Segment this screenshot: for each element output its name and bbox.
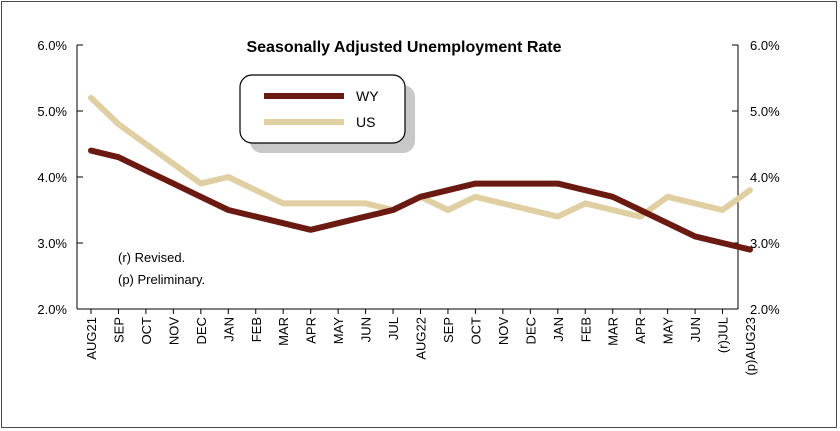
x-tick-label: JAN — [551, 317, 566, 342]
data-point-us — [667, 196, 669, 198]
data-point-wy — [145, 169, 147, 171]
x-tick-label: OCT — [139, 317, 154, 345]
x-tick-label: JUL — [386, 317, 401, 340]
data-point-us — [310, 202, 312, 204]
data-point-us — [639, 216, 641, 218]
data-point-us — [282, 202, 284, 204]
data-point-us — [694, 202, 696, 204]
data-point-wy — [337, 222, 339, 224]
x-tick-label: JUN — [688, 317, 703, 342]
data-point-us — [474, 196, 476, 198]
data-point-us — [145, 143, 147, 145]
data-point-us — [502, 202, 504, 204]
data-point-wy — [282, 222, 284, 224]
note-preliminary: (p) Preliminary. — [118, 272, 205, 287]
data-point-us — [172, 163, 174, 165]
legend-box — [239, 74, 406, 144]
data-point-wy — [667, 222, 669, 224]
y-tick-label-right: 6.0% — [750, 38, 780, 53]
legend-label-wy: WY — [356, 88, 379, 104]
x-tick-label: APR — [633, 317, 648, 344]
data-point-us — [90, 97, 92, 99]
data-point-us — [365, 202, 367, 204]
data-point-us — [337, 202, 339, 204]
x-tick-label: SEP — [111, 317, 126, 343]
x-tick-label: FEB — [578, 317, 593, 342]
data-point-wy — [557, 183, 559, 185]
legend: WY US — [239, 74, 415, 153]
x-tick-label: AUG21 — [84, 317, 99, 360]
data-point-wy — [694, 235, 696, 237]
data-point-wy — [502, 183, 504, 185]
data-point-wy — [90, 150, 92, 152]
axes: 2.0% 2.0% 3.0% 3.0% 4.0% 4.0% 5.0% 5.0% 6.0% 6.0%… — [37, 38, 780, 376]
y-tick-label-right: 3.0% — [750, 236, 780, 251]
x-tick-label: (r)JUL — [716, 317, 731, 353]
series-lines — [88, 94, 753, 253]
x-tick-label: APR — [304, 317, 319, 344]
data-point-wy — [722, 242, 724, 244]
data-point-wy — [529, 183, 531, 185]
y-tick-label-right: 4.0% — [750, 170, 780, 185]
data-point-us — [722, 209, 724, 211]
x-tick-label: FEB — [249, 317, 264, 342]
data-point-us — [584, 202, 586, 204]
y-tick-label-left: 6.0% — [37, 38, 67, 53]
note-revised: (r) Revised. — [118, 250, 185, 265]
series-line-wy — [88, 147, 753, 253]
x-tick-label: (p)AUG23 — [743, 317, 758, 376]
x-tick-label: MAY — [661, 317, 676, 345]
data-point-wy — [172, 183, 174, 185]
data-point-wy — [392, 209, 394, 211]
data-point-us — [255, 189, 257, 191]
data-point-wy — [200, 196, 202, 198]
data-point-wy — [365, 216, 367, 218]
x-tick-label: NOV — [496, 317, 511, 346]
x-tick-label: MAR — [606, 317, 621, 346]
x-tick-label: OCT — [468, 317, 483, 345]
x-tick-label: JAN — [221, 317, 236, 342]
data-point-wy — [639, 209, 641, 211]
data-point-wy — [117, 156, 119, 158]
y-tick-label-right: 5.0% — [750, 104, 780, 119]
y-tick-label-left: 5.0% — [37, 104, 67, 119]
legend-label-us: US — [356, 114, 375, 130]
y-tick-label-left: 2.0% — [37, 302, 67, 317]
y-tick-label-left: 4.0% — [37, 170, 67, 185]
data-point-us — [529, 209, 531, 211]
y-tick-label-left: 3.0% — [37, 236, 67, 251]
data-point-us — [557, 216, 559, 218]
x-tick-label: JUN — [359, 317, 374, 342]
data-point-us — [447, 209, 449, 211]
data-point-wy — [255, 216, 257, 218]
data-point-us — [117, 123, 119, 125]
x-tick-label: NOV — [166, 317, 181, 346]
data-point-wy — [612, 196, 614, 198]
data-point-wy — [447, 189, 449, 191]
x-tick-label: DEC — [523, 317, 538, 344]
x-tick-label: DEC — [194, 317, 209, 344]
x-tick-label: MAR — [276, 317, 291, 346]
x-tick-label: SEP — [441, 317, 456, 343]
data-point-us — [200, 183, 202, 185]
data-point-wy — [227, 209, 229, 211]
data-point-wy — [584, 189, 586, 191]
y-tick-label-right: 2.0% — [750, 302, 780, 317]
data-point-wy — [474, 183, 476, 185]
data-point-us — [749, 189, 751, 191]
data-point-us — [227, 176, 229, 178]
data-point-wy — [749, 249, 751, 251]
x-tick-label: AUG22 — [414, 317, 429, 360]
data-point-wy — [310, 229, 312, 231]
data-point-us — [612, 209, 614, 211]
chart-title: Seasonally Adjusted Unemployment Rate — [246, 39, 561, 56]
data-point-wy — [420, 196, 421, 198]
x-tick-label: MAY — [331, 317, 346, 345]
